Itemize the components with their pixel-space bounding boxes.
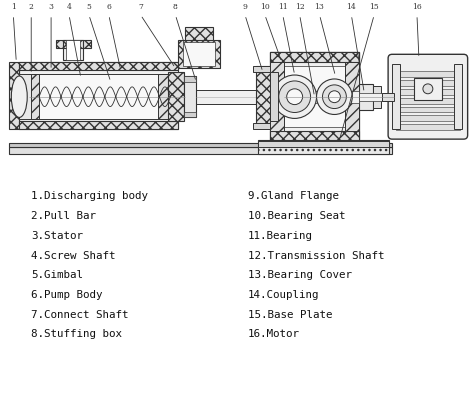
Bar: [29, 74, 168, 119]
Text: 5: 5: [86, 3, 91, 11]
Text: 10.Bearing Seat: 10.Bearing Seat: [248, 211, 346, 221]
Bar: [396, 115, 460, 121]
Bar: [9, 62, 19, 129]
Bar: [284, 66, 346, 127]
Bar: [396, 124, 460, 130]
Bar: [414, 78, 442, 100]
Text: 14.Coupling: 14.Coupling: [248, 290, 319, 300]
Bar: [392, 64, 400, 129]
Bar: [29, 74, 39, 119]
FancyBboxPatch shape: [388, 54, 468, 139]
Text: 8.Stuffing box: 8.Stuffing box: [31, 329, 122, 339]
Bar: [168, 72, 184, 121]
Circle shape: [279, 81, 310, 113]
Bar: [270, 131, 359, 141]
Text: 11: 11: [278, 3, 288, 11]
Text: 12.Transmission Shaft: 12.Transmission Shaft: [248, 250, 384, 261]
Bar: [270, 52, 359, 62]
Text: 9.Gland Flange: 9.Gland Flange: [248, 192, 339, 201]
Bar: [56, 41, 91, 48]
Text: 13.Bearing Cover: 13.Bearing Cover: [248, 270, 352, 280]
Text: 15: 15: [369, 3, 379, 11]
Text: 13: 13: [315, 3, 324, 11]
Bar: [373, 86, 381, 107]
Text: 1: 1: [11, 3, 16, 11]
Bar: [396, 107, 460, 113]
Text: 2: 2: [29, 3, 34, 11]
Bar: [256, 66, 270, 127]
Bar: [184, 111, 196, 117]
Text: 5.Gimbal: 5.Gimbal: [31, 270, 83, 280]
Text: 15.Base Plate: 15.Base Plate: [248, 310, 332, 320]
Bar: [253, 66, 273, 72]
Bar: [270, 72, 278, 121]
Text: 7: 7: [138, 3, 143, 11]
Text: 10: 10: [260, 3, 270, 11]
Text: 7.Connect Shaft: 7.Connect Shaft: [31, 310, 129, 320]
Bar: [184, 76, 196, 117]
Bar: [396, 98, 460, 103]
Bar: [196, 90, 256, 103]
Ellipse shape: [11, 76, 27, 117]
Bar: [253, 123, 273, 129]
Text: 12: 12: [295, 3, 304, 11]
Text: 3: 3: [49, 3, 54, 11]
Bar: [178, 41, 220, 68]
Bar: [66, 41, 80, 60]
Bar: [270, 52, 359, 141]
Bar: [9, 147, 392, 154]
Bar: [19, 74, 31, 119]
Circle shape: [287, 89, 302, 105]
Circle shape: [322, 85, 346, 109]
Text: 16: 16: [412, 3, 422, 11]
Bar: [184, 76, 196, 82]
Text: 14: 14: [346, 3, 356, 11]
Circle shape: [328, 91, 340, 103]
Text: 8: 8: [173, 3, 178, 11]
Text: 6: 6: [106, 3, 111, 11]
Text: 11.Bearing: 11.Bearing: [248, 231, 313, 241]
Bar: [258, 140, 389, 154]
Text: 4.Screw Shaft: 4.Screw Shaft: [31, 250, 116, 261]
Text: 4: 4: [66, 3, 72, 11]
Bar: [396, 80, 460, 86]
Bar: [19, 62, 178, 129]
Bar: [258, 141, 389, 147]
Text: 6.Pump Body: 6.Pump Body: [31, 290, 103, 300]
Bar: [270, 62, 284, 131]
Bar: [396, 89, 460, 95]
Circle shape: [317, 79, 352, 115]
Bar: [183, 43, 215, 66]
Bar: [396, 71, 460, 77]
Bar: [9, 143, 392, 147]
Bar: [19, 121, 178, 129]
Bar: [382, 93, 394, 101]
Bar: [63, 41, 83, 48]
Text: 9: 9: [243, 3, 247, 11]
Text: 1.Discharging body: 1.Discharging body: [31, 192, 148, 201]
Text: 16.Motor: 16.Motor: [248, 329, 300, 339]
Bar: [359, 93, 394, 101]
Bar: [19, 62, 178, 70]
Bar: [359, 84, 373, 109]
Bar: [185, 27, 213, 41]
Bar: [454, 64, 462, 129]
Bar: [284, 91, 359, 103]
Text: 3.Stator: 3.Stator: [31, 231, 83, 241]
Bar: [63, 45, 83, 60]
Circle shape: [273, 75, 317, 118]
Text: 2.Pull Bar: 2.Pull Bar: [31, 211, 96, 221]
Bar: [158, 74, 168, 119]
Bar: [346, 62, 359, 131]
Circle shape: [423, 84, 433, 94]
